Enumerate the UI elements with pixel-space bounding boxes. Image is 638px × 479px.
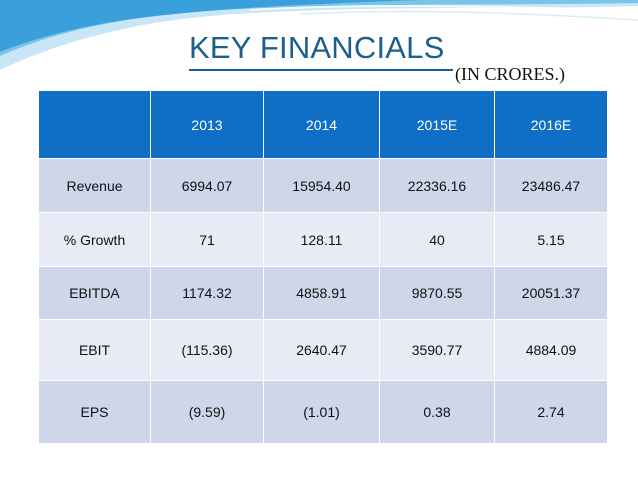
table-cell: 22336.16 [379,158,495,213]
decorative-swoosh [0,0,638,70]
row-label: EBIT [38,319,151,381]
slide-title: KEY FINANCIALS [189,30,445,65]
table-cell: 15954.40 [263,158,380,213]
header-cell-2014: 2014 [263,90,380,159]
header-cell-empty [38,90,151,159]
financials-table: 2013 2014 2015E 2016E Revenue 6994.07 15… [38,90,608,444]
table-row: EPS (9.59) (1.01) 0.38 2.74 [38,380,608,444]
table-row: EBIT (115.36) 2640.47 3590.77 4884.09 [38,319,608,381]
header-cell-2013: 2013 [150,90,264,159]
row-label: % Growth [38,212,151,267]
table-cell: 4858.91 [263,266,380,320]
table-cell: 71 [150,212,264,267]
table-row: % Growth 71 128.11 40 5.15 [38,212,608,267]
table-cell: 20051.37 [494,266,608,320]
table-cell: 3590.77 [379,319,495,381]
table-cell: 2640.47 [263,319,380,381]
title-underline [189,69,453,71]
header-cell-2016e: 2016E [494,90,608,159]
table-cell: 0.38 [379,380,495,444]
table-cell: 40 [379,212,495,267]
table-cell: 9870.55 [379,266,495,320]
table-cell: (115.36) [150,319,264,381]
table-row: EBITDA 1174.32 4858.91 9870.55 20051.37 [38,266,608,320]
table-cell: (1.01) [263,380,380,444]
table-header-row: 2013 2014 2015E 2016E [38,90,608,159]
table-cell: 23486.47 [494,158,608,213]
header-cell-2015e: 2015E [379,90,495,159]
table-cell: 1174.32 [150,266,264,320]
row-label: EBITDA [38,266,151,320]
slide-subtitle: (IN CRORES.) [455,64,566,84]
table-cell: 4884.09 [494,319,608,381]
table-cell: 5.15 [494,212,608,267]
table-cell: 6994.07 [150,158,264,213]
row-label: Revenue [38,158,151,213]
table-row: Revenue 6994.07 15954.40 22336.16 23486.… [38,158,608,213]
row-label: EPS [38,380,151,444]
table-cell: (9.59) [150,380,264,444]
table-cell: 2.74 [494,380,608,444]
table-cell: 128.11 [263,212,380,267]
